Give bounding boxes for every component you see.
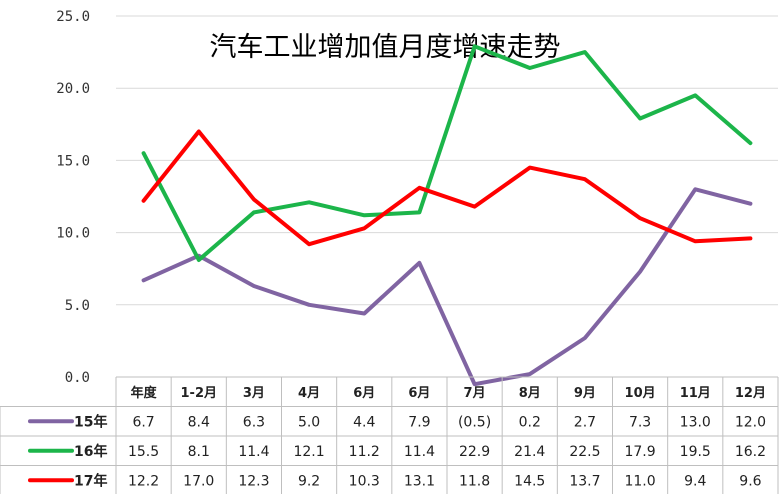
table-value-cell: 10.3 [349, 473, 380, 489]
table-value-cell: 21.4 [514, 444, 545, 460]
table-value-cell: 9.2 [298, 473, 320, 489]
table-header-cell: 6月 [353, 386, 375, 401]
legend-label: 17年 [74, 472, 107, 489]
table-value-cell: 5.0 [298, 414, 320, 430]
table-header-cell: 12月 [735, 386, 766, 401]
table-value-cell: 15.5 [128, 444, 159, 460]
table-value-cell: 22.9 [459, 444, 490, 460]
table-value-cell: 22.5 [569, 444, 600, 460]
table-value-cell: 8.1 [188, 444, 210, 460]
table-value-cell: 2.7 [574, 414, 596, 430]
table-value-cell: 9.4 [684, 473, 706, 489]
table-value-cell: 0.2 [519, 414, 541, 430]
table-header-cell: 3月 [243, 386, 265, 401]
legend-label: 15年 [74, 413, 107, 430]
table-header-cell: 9月 [574, 386, 596, 401]
table-value-cell: 12.1 [293, 444, 324, 460]
table-value-cell: 11.8 [459, 473, 490, 489]
table-value-cell: 12.0 [735, 414, 766, 430]
table-header-cell: 7月 [464, 386, 486, 401]
series-lines [141, 44, 753, 387]
y-tick-label: 5.0 [65, 298, 90, 314]
table-value-cell: 6.7 [132, 414, 154, 430]
legend-label: 16年 [74, 443, 107, 460]
table-header-cell: 8月 [519, 386, 541, 401]
table-header-cell: 年度 [131, 385, 158, 401]
table-value-cell: 4.4 [353, 414, 375, 430]
table-value-cell: (0.5) [458, 414, 491, 430]
y-tick-label: 20.0 [56, 81, 90, 97]
table-header-cell: 4月 [298, 386, 320, 401]
table-value-cell: 14.5 [514, 473, 545, 489]
table-value-cell: 19.5 [680, 444, 711, 460]
table-value-cell: 11.4 [238, 444, 269, 460]
table-value-cell: 6.3 [243, 414, 265, 430]
table-value-cell: 12.2 [128, 473, 159, 489]
table-value-cell: 7.3 [629, 414, 651, 430]
table-value-cell: 11.2 [349, 444, 380, 460]
table-value-cell: 11.0 [624, 473, 655, 489]
table-value-cell: 13.7 [569, 473, 600, 489]
table-header-cell: 10月 [625, 386, 656, 401]
table-header-cell: 11月 [680, 386, 711, 401]
y-tick-label: 0.0 [65, 370, 90, 386]
data-table: 年度 1-2月 3月 4月 6月 6月 7月 8月 9月 10月 11月 12月 15年 6.7 8.4 6.… [0, 376, 779, 494]
table-value-cell: 16.2 [735, 444, 766, 460]
table-header-cell: 1-2月 [181, 386, 218, 401]
table-header-cell: 6月 [408, 386, 430, 401]
table-value-cell: 13.0 [680, 414, 711, 430]
y-tick-label: 15.0 [56, 153, 90, 169]
series-line-1 [141, 187, 753, 387]
series-line-3 [141, 129, 753, 247]
y-tick-label: 10.0 [56, 226, 90, 242]
table-value-cell: 8.4 [188, 414, 210, 430]
table-value-cell: 17.9 [624, 444, 655, 460]
table-value-cell: 7.9 [408, 414, 430, 430]
table-value-cell: 11.4 [404, 444, 435, 460]
table-value-cell: 17.0 [183, 473, 214, 489]
table-value-cell: 12.3 [238, 473, 269, 489]
table-value-cell: 9.6 [739, 473, 761, 489]
y-tick-label: 25.0 [56, 9, 90, 25]
series-line-2 [141, 44, 753, 262]
y-axis-tick-labels: 0.0 5.0 10.0 15.0 20.0 25.0 [56, 9, 90, 386]
table-value-cell: 13.1 [404, 473, 435, 489]
